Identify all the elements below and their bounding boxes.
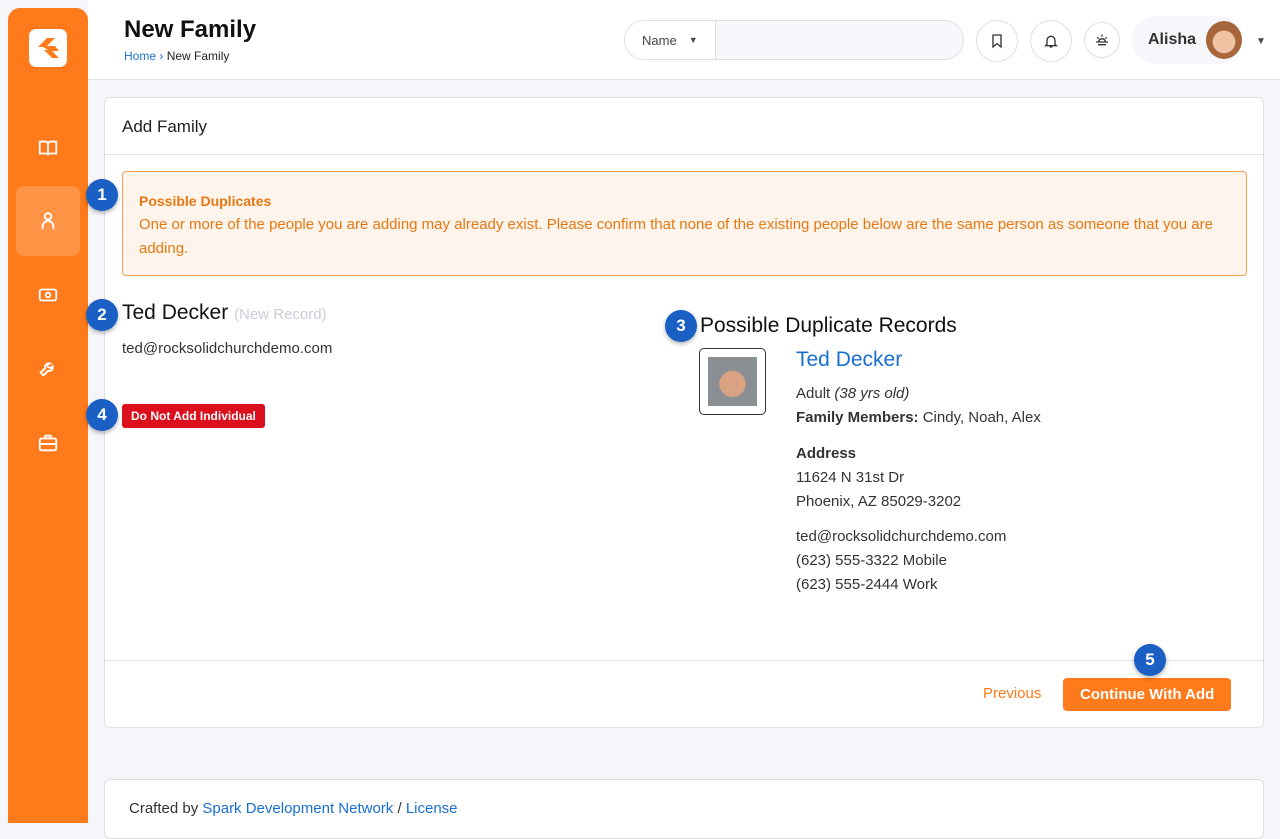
person-icon	[41, 212, 55, 230]
card-footer: Previous Continue With Add	[105, 660, 1263, 728]
family-members: Cindy, Noah, Alex	[922, 409, 1041, 426]
page-footer: Crafted by Spark Development Network / L…	[104, 779, 1264, 839]
phone-mobile: (623) 555-3322 Mobile	[796, 552, 947, 569]
chevron-right-icon: ›	[159, 49, 164, 63]
theme-button[interactable]	[1084, 22, 1120, 58]
callout-4: 4	[86, 399, 118, 431]
duplicate-photo	[699, 348, 766, 415]
name-text: Ted Decker	[122, 301, 229, 324]
sidebar-item-admin[interactable]	[16, 408, 80, 478]
callout-3: 3	[665, 310, 697, 342]
search-box: Name ▼	[624, 20, 964, 60]
sidebar-item-tools[interactable]	[16, 334, 80, 404]
breadcrumb-current: New Family	[166, 49, 230, 63]
page-title: New Family	[124, 16, 257, 43]
breadcrumb-home[interactable]: Home	[124, 49, 157, 63]
callout-2: 2	[86, 299, 118, 331]
duplicate-record: Ted Decker Adult (38 yrs old) Family Mem…	[796, 348, 1041, 597]
new-record-tag: (New Record)	[234, 306, 327, 323]
sidebar-item-people[interactable]	[16, 186, 80, 256]
card-title: Add Family	[105, 98, 1263, 155]
age: (38 yrs old)	[834, 385, 910, 402]
caret-down-icon: ▼	[688, 35, 698, 45]
rock-logo-icon[interactable]	[29, 29, 67, 67]
search-type-label: Name	[642, 32, 677, 48]
briefcase-icon	[38, 434, 58, 452]
duplicates-alert: Possible Duplicates One or more of the p…	[122, 171, 1247, 276]
top-bar: New Family Home › New Family Name ▼ Alish…	[88, 0, 1280, 80]
notifications-button[interactable]	[1030, 20, 1072, 62]
bookmark-button[interactable]	[976, 20, 1018, 62]
user-menu[interactable]: Alisha	[1132, 16, 1242, 64]
continue-with-add-button[interactable]: Continue With Add	[1063, 678, 1232, 711]
previous-button[interactable]: Previous	[983, 685, 1042, 702]
bell-icon	[1044, 35, 1058, 48]
phone-work: (623) 555-2444 Work	[796, 576, 938, 593]
do-not-add-button[interactable]: Do Not Add Individual	[122, 404, 265, 428]
spark-link[interactable]: Spark Development Network	[202, 800, 394, 817]
duplicate-email: ted@rocksolidchurchdemo.com	[796, 528, 1007, 545]
sidebar-item-book[interactable]	[16, 113, 80, 183]
user-name: Alisha	[1148, 31, 1197, 48]
bookmark-icon	[992, 34, 1002, 49]
address-line1: 11624 N 31st Dr	[796, 469, 905, 486]
sunrise-icon	[1096, 34, 1108, 46]
address-label: Address	[796, 445, 857, 462]
new-person-name: Ted Decker (New Record)	[122, 301, 327, 325]
alert-title: Possible Duplicates	[139, 193, 272, 209]
callout-5: 5	[1134, 644, 1166, 676]
role: Adult	[796, 385, 831, 402]
new-person-email: ted@rocksolidchurchdemo.com	[122, 340, 333, 357]
address-line2: Phoenix, AZ 85029-3202	[796, 493, 962, 510]
alert-message: One or more of the people you are adding…	[139, 216, 1213, 257]
callout-1: 1	[86, 179, 118, 211]
caret-down-icon[interactable]: ▼	[1256, 36, 1266, 47]
family-label: Family Members:	[796, 409, 919, 426]
wrench-icon	[39, 362, 54, 377]
sidebar	[8, 8, 88, 823]
separator: /	[397, 800, 402, 817]
money-icon	[38, 288, 58, 302]
add-family-card: Add Family Possible Duplicates One or mo…	[104, 97, 1264, 728]
duplicates-heading: Possible Duplicate Records	[700, 314, 957, 337]
search-type-select[interactable]: Name ▼	[625, 21, 716, 59]
license-link[interactable]: License	[405, 800, 458, 817]
breadcrumb: Home › New Family	[124, 49, 229, 63]
avatar	[1206, 21, 1242, 59]
duplicate-name-link[interactable]: Ted Decker	[796, 348, 903, 371]
search-input[interactable]	[716, 21, 963, 59]
crafted-text: Crafted by	[129, 800, 199, 817]
book-icon	[38, 140, 58, 156]
sidebar-item-finance[interactable]	[16, 260, 80, 330]
